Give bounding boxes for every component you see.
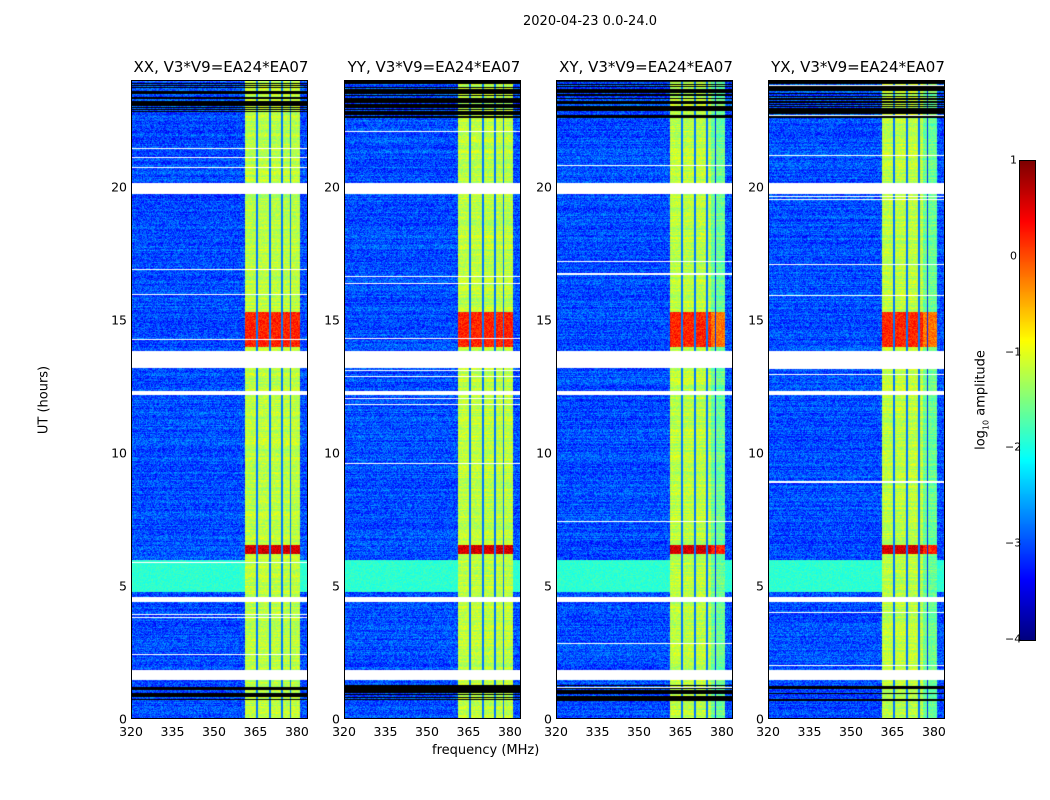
panel-title: XY, V3*V9=EA24*EA07 [559,58,733,76]
x-tick-label: 380 [922,724,946,739]
y-tick-label: 0 [544,711,552,727]
x-tick-label: 365 [243,724,268,739]
y-tick-label: 10 [324,445,340,461]
x-tick-label: 350 [415,724,439,739]
x-tick-label: 380 [710,724,734,739]
y-axis-label: UT (hours) [36,365,52,435]
x-tick-label: 320 [756,724,780,739]
heatmap-3 [768,80,945,719]
y-tick-label: 15 [748,312,764,328]
y-tick-label: 10 [748,445,764,461]
y-tick-label: 5 [756,578,764,594]
x-tick-label: 365 [668,724,693,739]
y-tick-label: 15 [324,312,340,328]
y-tick-label: 20 [111,179,127,194]
panel-title: XX, V3*V9=EA24*EA07 [133,58,309,76]
x-tick-label: 380 [285,724,309,739]
panel-1: YY, V3*V9=EA24*EA07 320 335 350 365 380 0 5 10 15… [324,58,522,739]
y-tick-label: 5 [544,578,552,594]
y-tick-label: 5 [119,578,127,594]
y-tick-label: 20 [324,179,340,194]
panel-3: YX, V3*V9=EA24*EA07 320 335 350 365 380 0 5 10 15… [748,58,946,739]
y-tick-label: 10 [111,445,127,461]
y-tick-label: 15 [536,312,552,328]
x-tick-label: 350 [627,724,651,739]
y-tick-label: 15 [111,312,127,328]
x-tick-label: 335 [797,724,822,739]
x-tick-label: 350 [839,724,863,739]
heatmap-2 [556,80,733,719]
x-tick-label: 320 [119,724,143,739]
panel-title: YY, V3*V9=EA24*EA07 [347,58,521,76]
panel-2: XY, V3*V9=EA24*EA07 320 335 350 365 380 0 5 10 15… [536,58,734,739]
y-tick-label: 10 [536,445,552,461]
colorbar [1019,160,1036,641]
heatmap-0 [131,80,308,719]
colorbar-tick-label: 1 [1010,153,1017,167]
colorbar-label: log10 amplitude [973,350,991,450]
x-tick-label: 350 [202,724,226,739]
x-tick-label: 335 [373,724,398,739]
y-tick-label: 0 [756,711,764,727]
x-tick-label: 335 [585,724,610,739]
colorbar-tick-label: −3 [1005,536,1022,550]
x-tick-label: 320 [332,724,356,739]
heatmap-1 [344,80,521,719]
y-tick-label: 20 [536,179,552,194]
colorbar-tick-label: −1 [1005,345,1022,359]
figure-title: 2020-04-23 0.0-24.0 [523,14,657,29]
panel-0: XX, V3*V9=EA24*EA07 320 335 350 365 380 0 5 10 15… [111,58,309,739]
x-tick-label: 380 [498,724,522,739]
x-tick-label: 365 [880,724,905,739]
colorbar-tick-label: −2 [1005,440,1022,454]
x-tick-label: 320 [544,724,568,739]
panel-title: YX, V3*V9=EA24*EA07 [771,58,945,76]
x-tick-label: 335 [160,724,185,739]
colorbar-tick-label: −4 [1005,632,1022,646]
x-tick-label: 365 [456,724,481,739]
y-tick-label: 20 [748,179,764,194]
y-tick-label: 5 [332,578,340,594]
x-axis-label: frequency (MHz) [432,743,540,758]
y-tick-label: 0 [332,711,340,727]
y-tick-label: 0 [119,711,127,727]
colorbar-tick-label: 0 [1010,249,1017,263]
